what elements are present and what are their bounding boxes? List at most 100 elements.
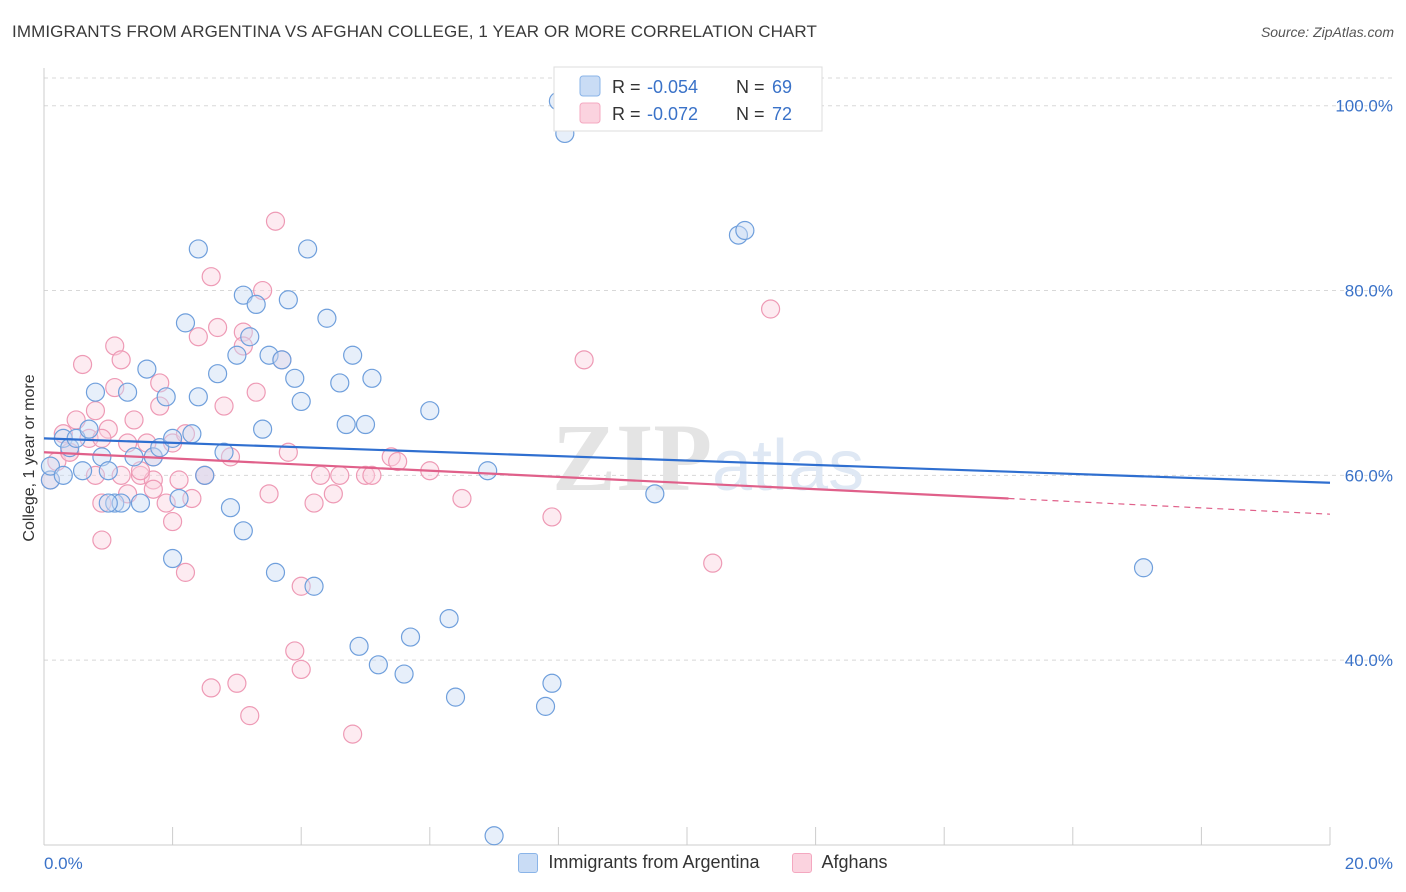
- argentina-point: [214, 442, 234, 462]
- y-tick-label: 80.0%: [1345, 282, 1393, 301]
- afghans-trend-extension: [1008, 497, 1331, 515]
- argentina-point: [253, 419, 273, 439]
- argentina-point: [259, 345, 279, 365]
- argentina-point: [233, 285, 253, 305]
- argentina-point: [72, 461, 93, 481]
- afghans-point: [330, 465, 350, 485]
- argentina-point: [40, 456, 61, 476]
- y-tick-labels: 40.0% 60.0% 80.0% 100.0%: [1335, 97, 1393, 670]
- afghans-point: [163, 511, 183, 532]
- axes: [43, 68, 1331, 846]
- legend-item-afghans: Afghans: [791, 852, 888, 873]
- argentina-point: [291, 391, 311, 412]
- argentina-point: [98, 493, 118, 513]
- afghans-trend-line: [43, 451, 1009, 500]
- afghans-point: [111, 465, 131, 485]
- legend-label-afghans: Afghans: [821, 852, 888, 872]
- argentina-point: [53, 465, 73, 485]
- afghans-point: [388, 451, 408, 472]
- argentina-point: [265, 562, 286, 582]
- argentina-trend-line: [43, 437, 1331, 484]
- afghans-points: [40, 211, 781, 744]
- argentina-point: [420, 401, 440, 421]
- afghans-point: [265, 211, 286, 231]
- argentina-points: [40, 91, 1154, 846]
- argentina-point: [188, 239, 208, 259]
- argentina-point: [105, 493, 125, 513]
- afghans-point: [201, 267, 221, 287]
- grid-lines: [44, 77, 1392, 661]
- argentina-point: [220, 498, 241, 518]
- afghans-point: [169, 470, 189, 490]
- afghans-point: [227, 673, 247, 693]
- afghans-point: [214, 396, 234, 416]
- afghans-point: [285, 641, 305, 661]
- y-axis-label: College, 1 year or more: [21, 374, 38, 541]
- argentina-point: [542, 673, 562, 693]
- argentina-point: [130, 493, 151, 513]
- argentina-point: [484, 826, 504, 846]
- argentina-point: [240, 327, 260, 347]
- legend-swatch-argentina: [518, 852, 539, 873]
- legend-r-value: -0.054: [647, 77, 698, 97]
- argentina-point: [317, 308, 337, 328]
- argentina-point: [343, 345, 363, 365]
- argentina-point: [208, 364, 228, 384]
- argentina-point: [355, 414, 376, 435]
- afghans-point: [310, 465, 331, 485]
- top-legend: R = -0.054 N = 69 R = -0.072 N = 72: [553, 66, 823, 132]
- argentina-point: [735, 220, 755, 241]
- argentina-point: [478, 461, 498, 481]
- afghans-point: [208, 317, 228, 338]
- argentina-point: [85, 382, 106, 402]
- afghans-point: [92, 530, 112, 550]
- argentina-point: [394, 664, 414, 684]
- argentina-point: [175, 313, 196, 333]
- x-tick-labels: 0.0% 20.0%: [44, 854, 1393, 873]
- argentina-point: [439, 608, 459, 629]
- argentina-point: [156, 387, 176, 407]
- argentina-point: [285, 368, 305, 388]
- legend-n-value: 69: [772, 77, 792, 97]
- afghans-point: [291, 659, 311, 680]
- afghans-point: [175, 562, 196, 582]
- afghans-point: [574, 350, 594, 370]
- argentina-point: [336, 414, 356, 435]
- argentina-point: [98, 461, 118, 481]
- argentina-point: [233, 521, 253, 541]
- legend-swatch-afghans: [791, 852, 812, 873]
- argentina-point: [188, 387, 208, 407]
- afghans-point: [201, 678, 221, 698]
- afghans-point: [362, 465, 382, 485]
- argentina-point: [362, 368, 382, 388]
- afghans-point: [452, 488, 472, 509]
- argentina-point: [1133, 558, 1154, 578]
- afghans-point: [323, 484, 343, 504]
- y-tick-label: 60.0%: [1345, 466, 1393, 485]
- legend-item-argentina: Immigrants from Argentina: [518, 852, 760, 873]
- argentina-point: [368, 655, 388, 675]
- legend-swatch-argentina: [579, 75, 601, 97]
- argentina-point: [400, 627, 421, 647]
- chart-title: IMMIGRANTS FROM ARGENTINA VS AFGHAN COLL…: [12, 22, 817, 41]
- argentina-point: [445, 687, 466, 707]
- argentina-point: [40, 470, 61, 490]
- argentina-point: [163, 428, 183, 448]
- afghans-point: [85, 401, 106, 421]
- afghans-point: [143, 479, 163, 499]
- afghans-point: [130, 465, 151, 485]
- bottom-legend: Immigrants from Argentina Afghans: [0, 852, 1406, 873]
- argentina-point: [163, 548, 183, 569]
- argentina-point: [535, 696, 556, 716]
- argentina-point: [227, 345, 247, 365]
- argentina-point: [330, 373, 350, 393]
- afghans-point: [156, 493, 176, 513]
- legend-r-label: R =: [612, 104, 641, 124]
- y-tick-label: 100.0%: [1335, 97, 1393, 116]
- y-tick-label: 40.0%: [1345, 651, 1393, 670]
- argentina-point: [304, 576, 324, 596]
- argentina-point: [117, 382, 138, 402]
- afghans-point: [124, 410, 144, 430]
- source-label: Source: ZipAtlas.com: [1260, 24, 1394, 40]
- argentina-point: [272, 350, 292, 370]
